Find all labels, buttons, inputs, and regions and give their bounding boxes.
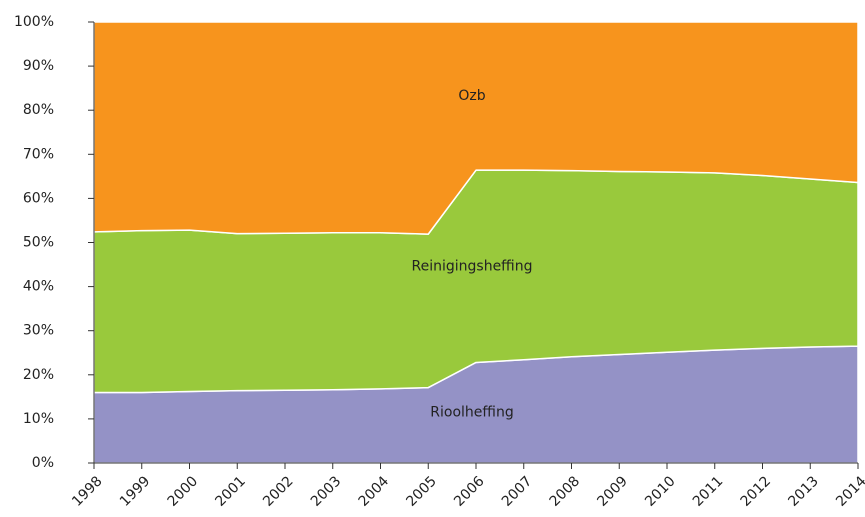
- x-tick-label: 2013: [785, 473, 822, 510]
- y-tick-label: 60%: [23, 190, 54, 206]
- x-tick-label: 2007: [499, 473, 536, 510]
- x-tick-label: 2009: [594, 473, 631, 510]
- x-tick-label: 2004: [356, 473, 393, 510]
- y-tick-label: 20%: [23, 367, 54, 383]
- y-tick-label: 80%: [23, 102, 54, 118]
- area: [93, 21, 859, 235]
- x-tick-label: 2011: [690, 473, 727, 510]
- y-tick-label: 100%: [14, 14, 54, 30]
- y-tick-label: 70%: [23, 146, 54, 162]
- x-tick-label: 2014: [833, 473, 865, 510]
- series-label: Reinigingsheffing: [412, 258, 533, 274]
- x-tick-label: 1998: [69, 473, 106, 510]
- y-tick-label: 40%: [23, 279, 54, 295]
- x-tick-label: 2000: [165, 473, 202, 510]
- y-tick-label: 30%: [23, 323, 54, 339]
- x-tick-label: 2012: [738, 473, 775, 510]
- x-tick-label: 2002: [260, 473, 297, 510]
- x-tick-label: 1999: [117, 473, 154, 510]
- x-tick-label: 2006: [451, 473, 488, 510]
- x-tick-label: 2010: [642, 473, 679, 510]
- x-tick-label: 2001: [212, 473, 249, 510]
- x-tick-label: 2005: [403, 473, 440, 510]
- y-tick-label: 10%: [23, 411, 54, 427]
- series-label: Ozb: [458, 88, 485, 104]
- series-label: Rioolheffing: [430, 405, 513, 421]
- y-tick-label: 90%: [23, 58, 54, 74]
- x-tick-label: 2003: [308, 473, 345, 510]
- x-tick-label: 2008: [547, 473, 584, 510]
- y-tick-label: 0%: [32, 455, 54, 471]
- y-tick-label: 50%: [23, 235, 54, 251]
